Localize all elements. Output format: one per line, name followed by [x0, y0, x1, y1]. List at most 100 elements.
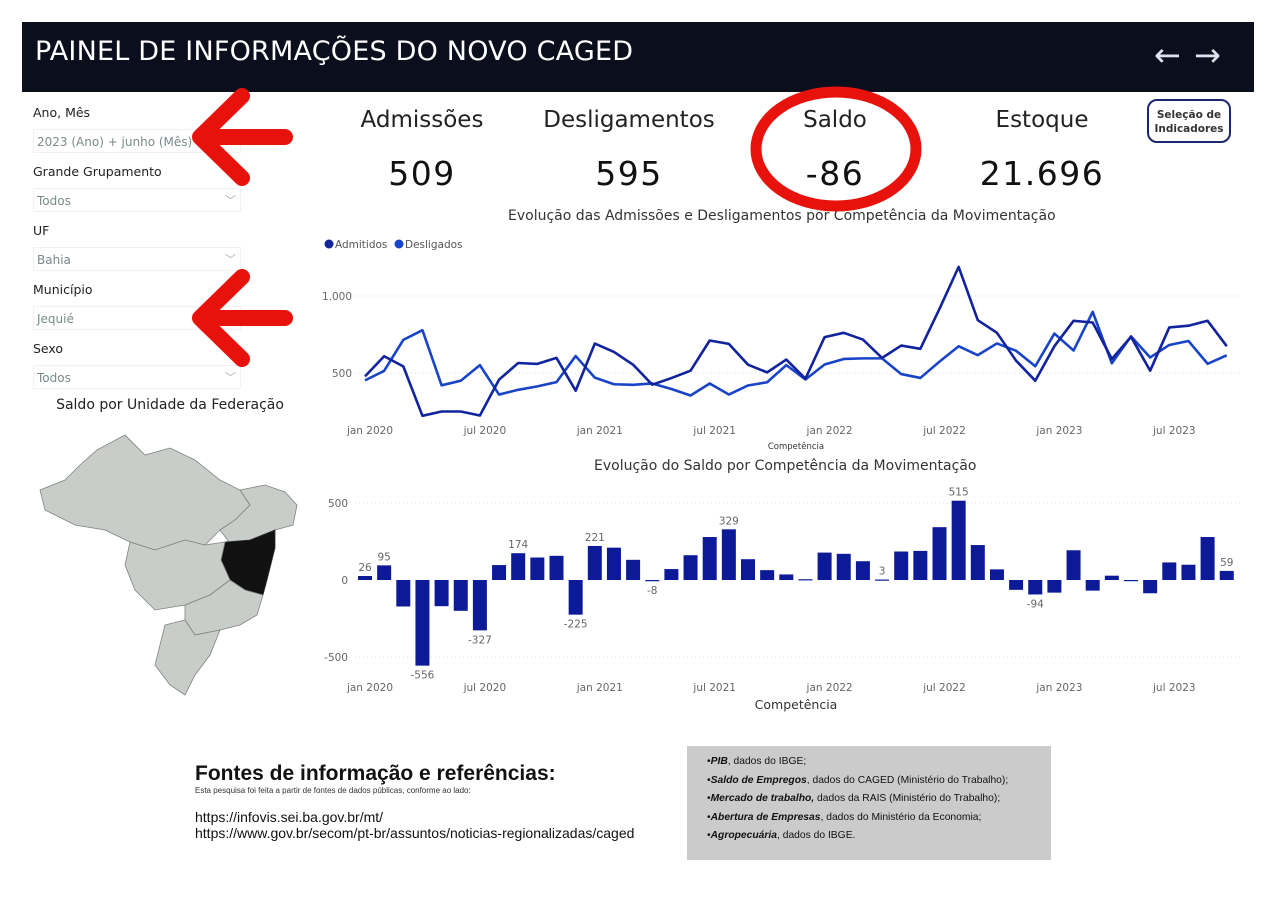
- x-axis-title: Competência: [768, 441, 824, 452]
- kpi-estoque-value: 21.696: [979, 154, 1105, 193]
- data-label: 515: [949, 487, 969, 499]
- legend-marker: [324, 239, 334, 249]
- filter-uf[interactable]: Bahia ﹀: [33, 247, 241, 271]
- bar: [472, 580, 487, 631]
- bar: [1219, 570, 1234, 580]
- filter-value: Todos: [37, 371, 71, 385]
- data-label: -225: [564, 619, 588, 631]
- source-link-govbr[interactable]: https://www.gov.br/secom/pt-br/assuntos/…: [195, 825, 635, 841]
- x-tick-label: jan 2021: [576, 425, 623, 437]
- x-tick-label: jul 2020: [463, 425, 507, 437]
- filter-sexo[interactable]: Todos ﹀: [33, 365, 241, 389]
- data-label: 221: [585, 532, 605, 544]
- x-tick-label: jul 2020: [463, 682, 507, 694]
- bar: [932, 527, 947, 580]
- bar: [396, 580, 411, 607]
- chevron-down-icon: ﹀: [225, 194, 236, 207]
- back-arrow-icon[interactable]: ←: [1154, 36, 1181, 74]
- header-bar: PAINEL DE INFORMAÇÕES DO NOVO CAGED ← →: [22, 22, 1254, 92]
- filter-label-sexo: Sexo: [33, 341, 64, 356]
- bar: [606, 547, 621, 580]
- map-region-south[interactable]: [154, 619, 221, 696]
- bar: [530, 557, 545, 580]
- bar: [568, 580, 583, 615]
- series-line-admitidos: [364, 265, 1228, 418]
- bar: [1143, 580, 1158, 594]
- reference-item: •Abertura de Empresas, dados do Ministér…: [707, 811, 982, 823]
- bar: [1066, 550, 1081, 580]
- bar: [1162, 562, 1177, 580]
- kpi-desligamentos-label: Desligamentos: [543, 107, 715, 133]
- x-tick-label: jul 2022: [922, 425, 966, 437]
- data-label: -556: [411, 670, 435, 682]
- data-label: 26: [358, 562, 372, 574]
- x-tick-label: jan 2020: [346, 682, 393, 694]
- filter-value: Bahia: [37, 253, 71, 267]
- bar: [779, 574, 794, 580]
- y-tick-label: -500: [324, 652, 348, 664]
- x-axis-title: Competência: [755, 697, 838, 712]
- bar: [1181, 564, 1196, 580]
- bar: [511, 553, 526, 580]
- bar: [702, 537, 717, 580]
- chevron-down-icon: ﹀: [225, 371, 236, 384]
- chevron-down-icon: ﹀: [225, 253, 236, 266]
- bar: [377, 565, 392, 580]
- filter-value: 2023 (Ano) + junho (Mês): [37, 135, 193, 149]
- references-box: •PIB, dados do IBGE; •Saldo de Empregos,…: [687, 746, 1051, 860]
- series-line-desligados: [364, 310, 1228, 397]
- brazil-map[interactable]: [35, 430, 300, 700]
- bar: [836, 553, 851, 580]
- map-title: Saldo por Unidade da Federação: [56, 397, 284, 413]
- bar: [798, 579, 813, 581]
- y-tick-label: 500: [328, 498, 348, 510]
- bar: [721, 529, 736, 580]
- kpi-desligamentos-value: 595: [595, 154, 663, 193]
- data-label: -94: [1027, 598, 1044, 610]
- kpi-admissoes-value: 509: [388, 154, 456, 193]
- bar: [894, 551, 909, 580]
- bar: [453, 580, 468, 611]
- reference-item: •PIB, dados do IBGE;: [707, 756, 807, 767]
- data-label: 95: [377, 551, 390, 563]
- bar: [1047, 580, 1062, 593]
- legend-label: Desligados: [405, 239, 463, 251]
- data-label: -8: [647, 585, 657, 597]
- data-label: 3: [879, 566, 886, 578]
- bar: [1085, 580, 1100, 591]
- x-tick-label: jul 2021: [692, 682, 736, 694]
- bar: [1200, 537, 1215, 580]
- forward-arrow-icon[interactable]: →: [1194, 36, 1221, 74]
- x-tick-label: jul 2022: [922, 682, 966, 694]
- kpi-estoque-label: Estoque: [995, 107, 1089, 133]
- reference-item: •Mercado de trabalho, dados da RAIS (Min…: [707, 793, 1001, 804]
- button-label-line1: Seleção de: [1156, 109, 1222, 121]
- filter-label-grande-grupamento: Grande Grupamento: [33, 164, 162, 179]
- bar: [741, 559, 755, 580]
- source-link-infovis[interactable]: https://infovis.sei.ba.gov.br/mt/: [195, 809, 384, 825]
- filter-grande-grupamento[interactable]: Todos ﹀: [33, 188, 241, 212]
- data-label: 329: [719, 515, 739, 527]
- bar: [760, 570, 775, 580]
- bar: [913, 550, 928, 580]
- bar: [626, 559, 641, 580]
- bar: [358, 575, 372, 580]
- bar: [855, 561, 870, 580]
- indicator-selection-button[interactable]: Seleção de Indicadores: [1147, 99, 1231, 143]
- bar: [1009, 580, 1024, 590]
- bar: [549, 555, 564, 580]
- x-tick-label: jul 2021: [692, 425, 736, 437]
- sources-heading: Fontes de informação e referências:: [195, 762, 556, 785]
- x-tick-label: jan 2021: [576, 682, 623, 694]
- kpi-admissoes-label: Admissões: [360, 107, 484, 133]
- data-label: -327: [468, 634, 492, 646]
- x-tick-label: jan 2020: [346, 425, 393, 437]
- filter-label-municipio: Município: [33, 282, 93, 297]
- x-tick-label: jan 2022: [806, 682, 853, 694]
- filter-label-ano-mes: Ano, Mês: [33, 105, 91, 120]
- bar: [683, 555, 698, 580]
- line-chart-title: Evolução das Admissões e Desligamentos p…: [508, 208, 1056, 224]
- x-tick-label: jul 2023: [1152, 682, 1196, 694]
- bar: [645, 580, 660, 582]
- bar: [1124, 580, 1138, 582]
